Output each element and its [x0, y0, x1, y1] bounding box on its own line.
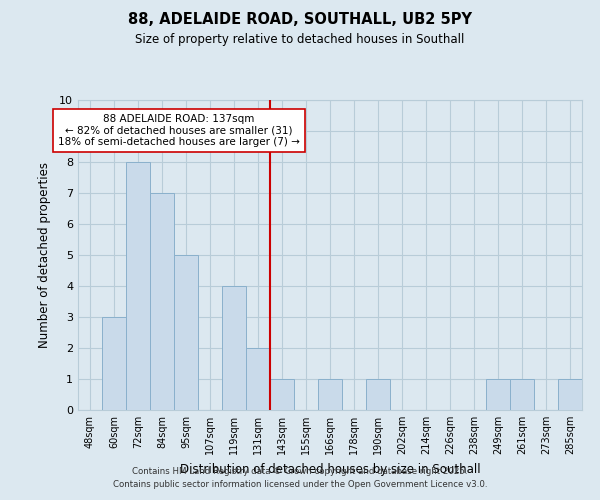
Bar: [222, 286, 246, 410]
Bar: [126, 162, 150, 410]
Text: 88 ADELAIDE ROAD: 137sqm
← 82% of detached houses are smaller (31)
18% of semi-d: 88 ADELAIDE ROAD: 137sqm ← 82% of detach…: [58, 114, 300, 147]
Bar: [246, 348, 270, 410]
Bar: [558, 379, 582, 410]
Bar: [366, 379, 390, 410]
Bar: [270, 379, 294, 410]
Bar: [486, 379, 510, 410]
Bar: [150, 193, 174, 410]
Text: Contains public sector information licensed under the Open Government Licence v3: Contains public sector information licen…: [113, 480, 487, 489]
Text: Size of property relative to detached houses in Southall: Size of property relative to detached ho…: [136, 32, 464, 46]
X-axis label: Distribution of detached houses by size in Southall: Distribution of detached houses by size …: [179, 462, 481, 475]
Bar: [318, 379, 342, 410]
Text: 88, ADELAIDE ROAD, SOUTHALL, UB2 5PY: 88, ADELAIDE ROAD, SOUTHALL, UB2 5PY: [128, 12, 472, 28]
Y-axis label: Number of detached properties: Number of detached properties: [38, 162, 51, 348]
Bar: [174, 255, 198, 410]
Bar: [510, 379, 534, 410]
Text: Contains HM Land Registry data © Crown copyright and database right 2025.: Contains HM Land Registry data © Crown c…: [132, 468, 468, 476]
Bar: [102, 317, 126, 410]
